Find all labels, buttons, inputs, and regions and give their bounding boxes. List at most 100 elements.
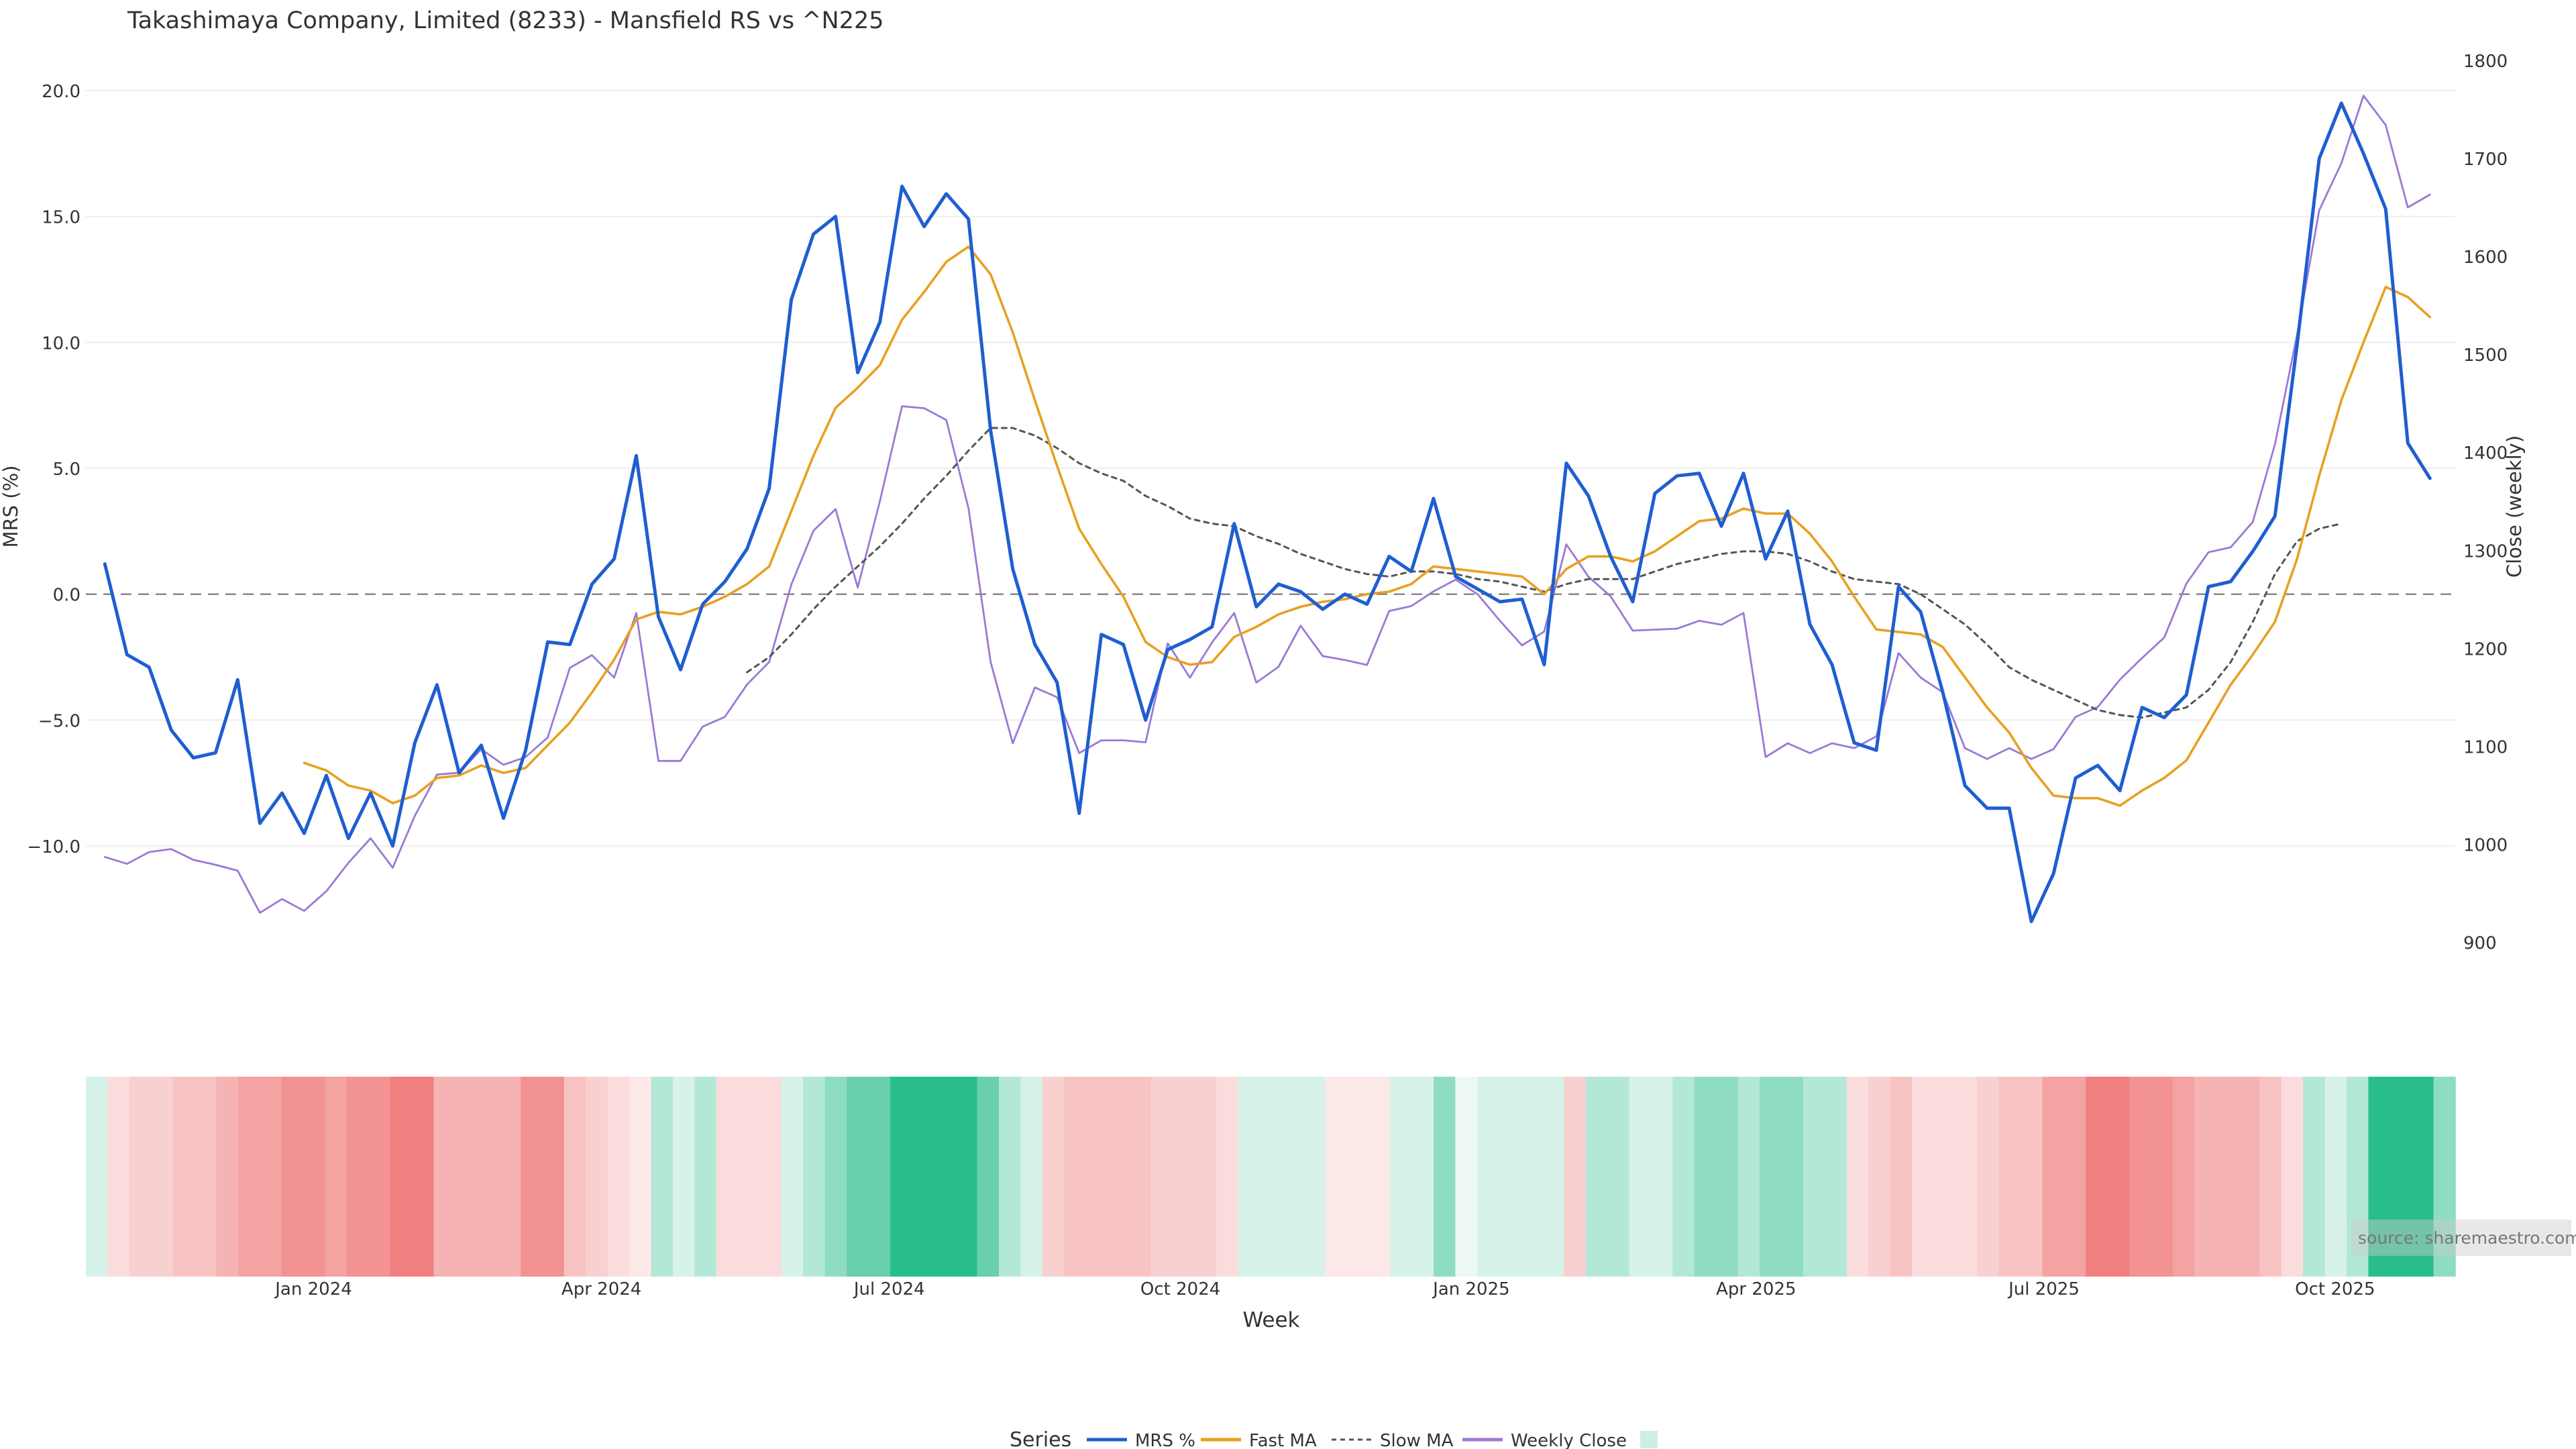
heatmap-cell: [2281, 1077, 2304, 1277]
heatmap-cell: [2129, 1077, 2152, 1277]
heatmap-cell: [2151, 1077, 2174, 1277]
x-tick-label: Apr 2025: [1716, 1279, 1796, 1299]
heatmap-cell: [1846, 1077, 1869, 1277]
heatmap-cell: [1150, 1077, 1173, 1277]
x-tick-label: Oct 2024: [1140, 1279, 1220, 1299]
heatmap-cell: [1129, 1077, 1152, 1277]
series-lines: [103, 95, 2432, 924]
heatmap-cell: [890, 1077, 913, 1277]
y-axis-right: 1800 1700 1600 1500 1400 1300 1200 1100 1000 900: [2463, 52, 2508, 953]
heatmap-cell: [1607, 1077, 1630, 1277]
heatmap-cell: [1368, 1077, 1391, 1277]
heatmap-cell: [2194, 1077, 2217, 1277]
y2-tick-label: 1400: [2463, 443, 2508, 464]
series-line-mrs: [103, 101, 2432, 924]
heatmap-cell: [2107, 1077, 2130, 1277]
heatmap-cell: [1716, 1077, 1739, 1277]
heatmap-cell: [1411, 1077, 1434, 1277]
heatmap-cell: [107, 1077, 130, 1277]
heatmap-cell: [346, 1077, 370, 1277]
heatmap-cell: [368, 1077, 391, 1277]
legend-item: MRS %: [1087, 1431, 1195, 1449]
heatmap-cell: [759, 1077, 782, 1277]
x-tick-label: Jan 2024: [274, 1279, 352, 1299]
heatmap-cell: [955, 1077, 978, 1277]
heatmap-cell: [998, 1077, 1022, 1277]
y2-tick-label: 1000: [2463, 835, 2508, 855]
heatmap-cell: [1259, 1077, 1282, 1277]
x-tick-label: Jul 2025: [2007, 1279, 2080, 1299]
heatmap-cell: [1803, 1077, 1826, 1277]
y2-tick-label: 1600: [2463, 248, 2508, 268]
heatmap-cell: [781, 1077, 804, 1277]
heatmap-cell: [933, 1077, 956, 1277]
heatmap-cell: [542, 1077, 565, 1277]
heatmap-cell: [1977, 1077, 2000, 1277]
heatmap-cell: [1585, 1077, 1609, 1277]
heatmap-cell: [1825, 1077, 1847, 1277]
heatmap-cell: [2086, 1077, 2108, 1277]
heatmap-cell: [1303, 1077, 1326, 1277]
heatmap-cell: [2346, 1077, 2369, 1277]
heatmap-cell: [1542, 1077, 1565, 1277]
heatmap-cell: [2216, 1077, 2239, 1277]
y2-tick-label: 1700: [2463, 150, 2508, 170]
heatmap-cell: [868, 1077, 891, 1277]
y-tick-label: −5.0: [38, 711, 80, 731]
heatmap-cell: [1760, 1077, 1782, 1277]
heatmap-cell: [433, 1077, 456, 1277]
chart-title: Takashimaya Company, Limited (8233) - Ma…: [127, 7, 884, 34]
x-tick-label: Jan 2025: [1432, 1279, 1510, 1299]
y-axis-left: 20.0 15.0 10.0 5.0 0.0 −5.0 −10.0: [27, 82, 80, 857]
heatmap-cell: [2390, 1077, 2412, 1277]
y-tick-label: 0.0: [53, 586, 80, 606]
heatmap-cell: [325, 1077, 347, 1277]
heatmap-cell: [1238, 1077, 1260, 1277]
heatmap-cell: [1933, 1077, 1956, 1277]
heatmap-cell: [1868, 1077, 1891, 1277]
heatmap-cell: [477, 1077, 500, 1277]
heatmap-cell: [912, 1077, 934, 1277]
legend-label: Slow MA: [1380, 1431, 1454, 1449]
heatmap-cell: [629, 1077, 652, 1277]
heatmap-cell: [803, 1077, 826, 1277]
heatmap-cell: [2303, 1077, 2326, 1277]
x-tick-label: Jul 2024: [853, 1279, 925, 1299]
heatmap-cell: [521, 1077, 543, 1277]
heatmap-cell: [1998, 1077, 2021, 1277]
heatmap-cell: [1955, 1077, 1978, 1277]
heatmap-cell: [2172, 1077, 2195, 1277]
heatmap-cell: [1651, 1077, 1674, 1277]
legend-label: MRS %: [1135, 1431, 1195, 1449]
y-tick-label: 20.0: [42, 82, 80, 102]
watermark: source: sharemaestro.com: [2351, 1220, 2576, 1256]
y2-tick-label: 1500: [2463, 345, 2508, 366]
heatmap-cell: [151, 1077, 174, 1277]
heatmap-cell: [260, 1077, 282, 1277]
heatmap-cell: [2433, 1077, 2456, 1277]
x-axis: Jan 2024 Apr 2024 Jul 2024 Oct 2024 Jan 2025…: [274, 1279, 2375, 1299]
heatmap-cell: [2042, 1077, 2065, 1277]
heatmap-cell: [281, 1077, 304, 1277]
y-tick-label: 15.0: [42, 208, 80, 228]
heatmap-cell: [1281, 1077, 1304, 1277]
heatmap-cell: [1325, 1077, 1348, 1277]
series-line-fast-ma: [303, 246, 2432, 807]
heatmap-cell: [738, 1077, 761, 1277]
heatmap-cell: [824, 1077, 847, 1277]
x-axis-title: Week: [1243, 1308, 1300, 1332]
y2-tick-label: 1300: [2463, 541, 2508, 561]
heatmap-cell: [1564, 1077, 1587, 1277]
heatmap-cell: [1194, 1077, 1217, 1277]
heatmap-cell: [1672, 1077, 1695, 1277]
heatmap-cell: [2412, 1077, 2434, 1277]
heatmap-cell: [455, 1077, 478, 1277]
heatmap-cell: [1737, 1077, 1760, 1277]
heatmap-cell: [1455, 1077, 1478, 1277]
series-line-slow-ma: [746, 427, 2343, 719]
heatmap-cell: [86, 1077, 109, 1277]
y2-tick-label: 900: [2463, 933, 2497, 953]
heatmap-cell: [2259, 1077, 2282, 1277]
y-tick-label: −10.0: [27, 837, 80, 857]
